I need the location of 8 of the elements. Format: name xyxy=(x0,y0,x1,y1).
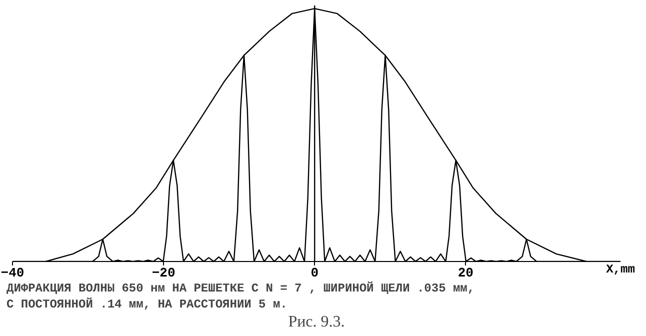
text: Рис. 9.3. xyxy=(288,314,345,330)
x-tick-label: 0 xyxy=(310,266,319,280)
text: ДИФРАКЦИЯ ВОЛНЫ 650 нм НА РЕШЕТКЕ С N = 7 , ШИРИНОЙ ЩЕЛИ .035 мм, xyxy=(6,282,475,296)
x-tick-label: −40 xyxy=(0,266,24,280)
x-tick-label: −20 xyxy=(152,266,176,280)
text: С ПОСТОЯННОЙ .14 мм, НА РАССТОЯНИИ 5 м. xyxy=(6,298,288,312)
x-tick-label: 20 xyxy=(458,266,474,280)
x-axis-title: X,mm xyxy=(606,262,635,276)
